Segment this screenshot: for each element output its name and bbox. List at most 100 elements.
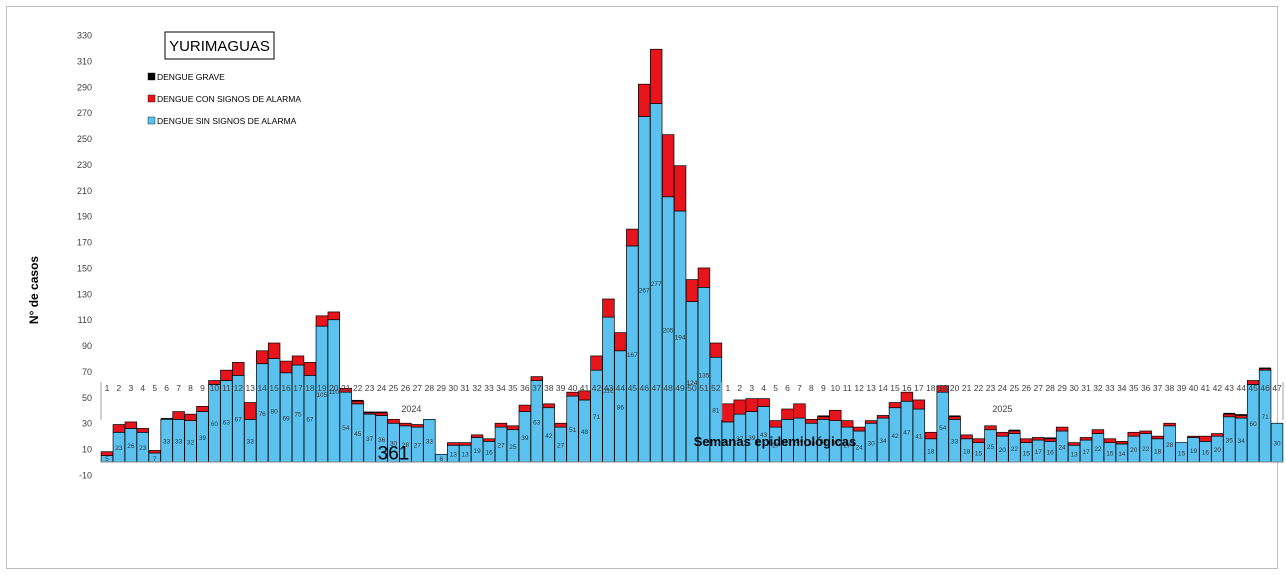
week-tick-label: 12 (234, 383, 244, 393)
bar-data-label: 124 (687, 380, 698, 387)
week-bar: 51 (566, 391, 579, 463)
bar-con-signos (661, 134, 675, 198)
bar-con-signos (996, 431, 1009, 437)
bar-con-signos (936, 385, 949, 393)
bar-con-signos (482, 438, 496, 442)
x-axis: 1 2 3 4 5 6 7 8 9 10 11 12 13 14 15 16 17 18 19 20 21 22 23 24 2… (100, 382, 1284, 463)
week-bar: 54 (936, 385, 949, 463)
bar-data-label: 34 (879, 438, 887, 445)
bar-data-label: 23 (115, 445, 123, 452)
bar-data-label: 17 (1035, 449, 1043, 456)
week-bar: 20 (1127, 431, 1140, 463)
week-bar: 16 (1199, 435, 1212, 463)
week-bar: 41 (912, 399, 926, 463)
week-tick-label: 45 (1248, 383, 1258, 393)
bar-data-label: 37 (736, 436, 744, 443)
bar-data-label: 19 (1190, 448, 1198, 455)
week-tick-label: 6 (785, 383, 790, 393)
bar-con-signos (1127, 431, 1140, 437)
week-tick-label: 20 (950, 383, 960, 393)
week-tick-label: 46 (1260, 383, 1270, 393)
week-bar: 34 (793, 403, 806, 463)
bar-con-signos (626, 228, 639, 247)
bar-con-signos (220, 369, 233, 381)
bar-data-label: 15 (1178, 450, 1186, 457)
week-bar: 80 (267, 342, 281, 463)
week-tick-label: 43 (1225, 383, 1235, 393)
bar-data-label: 42 (891, 433, 899, 440)
week-tick-label: 4 (761, 383, 766, 393)
week-tick-label: 43 (604, 383, 614, 393)
bar-con-signos (1055, 426, 1069, 432)
week-tick-label: 38 (1165, 383, 1175, 393)
bar-data-label: 7 (153, 456, 157, 463)
week-tick-label: 14 (878, 383, 888, 393)
week-bar: 23 (136, 428, 149, 463)
bar-data-label: 18 (927, 448, 935, 455)
y-tick-label: 230 (77, 160, 92, 170)
week-tick-label: 13 (866, 383, 876, 393)
week-tick-label: 21 (962, 383, 972, 393)
week-bar: 22 (1091, 429, 1105, 463)
bar-con-signos (470, 434, 484, 438)
week-tick-label: 28 (1045, 383, 1055, 393)
week-tick-label: 32 (1093, 383, 1103, 393)
legend-swatch (147, 72, 156, 81)
week-bar: 42 (888, 402, 902, 463)
bar-con-signos (112, 424, 126, 433)
week-tick-label: 40 (1189, 383, 1199, 393)
bar-data-label: 31 (724, 440, 732, 447)
bar-con-signos (196, 406, 209, 412)
week-tick-label: 29 (437, 383, 447, 393)
bar-data-label: 32 (832, 439, 840, 446)
week-bar: 5 (100, 451, 114, 463)
week-tick-label: 46 (640, 383, 650, 393)
bar-grave (363, 411, 376, 413)
bar-con-signos (1199, 435, 1212, 442)
bar-data-label: 25 (509, 444, 517, 451)
week-tick-label: 22 (353, 383, 363, 393)
week-bar: 19 (470, 434, 484, 463)
bar-con-signos (255, 350, 269, 365)
y-tick-label: 10 (82, 445, 92, 455)
week-tick-label: 26 (401, 383, 411, 393)
week-tick-label: 39 (556, 383, 566, 393)
bar-data-label: 30 (1273, 441, 1281, 448)
week-bar: 47 (900, 391, 914, 463)
y-tick-label: 150 (77, 263, 92, 273)
bar-data-label: 47 (903, 430, 911, 437)
week-tick-label: 9 (821, 383, 826, 393)
bar-data-label: 71 (593, 414, 601, 421)
week-tick-label: 49 (675, 383, 685, 393)
bar-con-signos (494, 422, 508, 428)
bar-data-label: 205 (663, 327, 674, 334)
week-bar: 33 (172, 411, 185, 463)
week-tick-label: 18 (926, 383, 936, 393)
bar-con-signos (852, 426, 866, 432)
week-bar: 67 (303, 362, 317, 463)
bar-con-signos (685, 279, 699, 302)
week-tick-label: 50 (687, 383, 697, 393)
bar-data-label: 27 (414, 443, 422, 450)
week-tick-label: 34 (496, 383, 506, 393)
week-bar: 13 (447, 442, 460, 463)
week-tick-label: 48 (663, 383, 673, 393)
bar-con-signos (948, 416, 961, 420)
bar-grave (1259, 367, 1271, 369)
bar-con-signos (864, 420, 878, 424)
week-tick-label: 9 (200, 383, 205, 393)
week-tick-label: 28 (425, 383, 435, 393)
bar-data-label: 27 (772, 443, 780, 450)
week-tick-label: 7 (176, 383, 181, 393)
bar-data-label: 81 (712, 408, 720, 415)
week-bar: 194 (673, 165, 687, 463)
week-tick-label: 27 (1034, 383, 1044, 393)
week-tick-label: 2 (737, 383, 742, 393)
bar-data-label: 22 (1011, 446, 1019, 453)
bar-con-signos (793, 403, 806, 419)
y-tick-label: 30 (82, 419, 92, 429)
bar-con-signos (757, 398, 770, 407)
bar-con-signos (339, 387, 352, 393)
